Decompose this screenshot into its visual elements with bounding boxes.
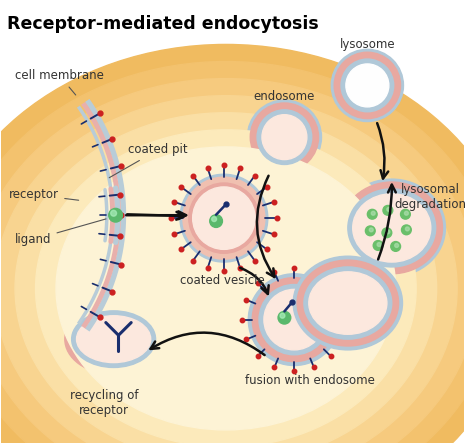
Circle shape (264, 289, 324, 350)
Ellipse shape (293, 256, 402, 350)
Circle shape (391, 241, 401, 251)
Circle shape (346, 64, 389, 107)
Circle shape (369, 228, 373, 232)
Circle shape (109, 208, 122, 222)
Circle shape (189, 183, 259, 253)
Ellipse shape (0, 44, 474, 448)
Circle shape (383, 206, 393, 215)
Ellipse shape (297, 260, 399, 346)
Ellipse shape (341, 182, 443, 274)
Circle shape (387, 207, 391, 211)
Circle shape (210, 215, 222, 228)
Polygon shape (294, 291, 348, 332)
Circle shape (371, 211, 375, 215)
Circle shape (386, 230, 390, 234)
Circle shape (280, 313, 285, 318)
Text: coated pit: coated pit (109, 143, 188, 178)
Circle shape (401, 209, 410, 219)
Circle shape (331, 49, 403, 121)
Circle shape (183, 177, 265, 259)
Circle shape (382, 228, 392, 237)
Ellipse shape (0, 61, 474, 448)
Ellipse shape (72, 311, 155, 367)
Ellipse shape (310, 273, 386, 333)
Circle shape (367, 209, 377, 219)
Text: cell membrane: cell membrane (15, 69, 104, 95)
Circle shape (252, 278, 336, 362)
Text: endosome: endosome (254, 90, 315, 103)
Ellipse shape (0, 78, 474, 448)
Ellipse shape (338, 179, 446, 277)
Circle shape (250, 103, 319, 171)
Ellipse shape (309, 272, 387, 334)
Circle shape (262, 115, 307, 159)
Ellipse shape (36, 130, 416, 447)
Circle shape (257, 110, 312, 164)
Text: receptor: receptor (9, 188, 79, 201)
Ellipse shape (294, 257, 401, 349)
Ellipse shape (304, 267, 392, 339)
Circle shape (334, 52, 401, 119)
Circle shape (373, 241, 383, 250)
Circle shape (247, 100, 321, 174)
Ellipse shape (76, 316, 151, 362)
Circle shape (248, 274, 340, 366)
Circle shape (365, 226, 375, 236)
Ellipse shape (56, 147, 396, 430)
Ellipse shape (298, 261, 398, 345)
Text: lysosome: lysosome (339, 38, 395, 51)
Circle shape (405, 227, 410, 231)
Circle shape (180, 174, 268, 262)
Circle shape (377, 242, 381, 246)
Text: fusion with endosome: fusion with endosome (245, 374, 375, 387)
Text: recycling of
receptor: recycling of receptor (70, 389, 138, 417)
Ellipse shape (61, 300, 166, 378)
Polygon shape (294, 284, 348, 339)
Ellipse shape (0, 96, 457, 448)
Circle shape (404, 211, 408, 215)
Text: Receptor-mediated endocytosis: Receptor-mediated endocytosis (7, 15, 319, 33)
Circle shape (341, 59, 394, 112)
Ellipse shape (353, 194, 431, 262)
Text: ligand: ligand (15, 219, 106, 246)
Ellipse shape (305, 268, 391, 338)
Text: lysosomal
degradation: lysosomal degradation (395, 183, 467, 211)
Circle shape (192, 187, 255, 250)
Ellipse shape (348, 189, 436, 267)
Circle shape (278, 311, 291, 324)
Ellipse shape (65, 304, 163, 374)
Circle shape (212, 217, 217, 222)
Circle shape (401, 225, 411, 235)
Ellipse shape (15, 113, 437, 448)
Circle shape (259, 284, 329, 355)
Circle shape (395, 244, 399, 247)
Text: coated vesicle: coated vesicle (180, 274, 264, 287)
Circle shape (111, 211, 117, 216)
